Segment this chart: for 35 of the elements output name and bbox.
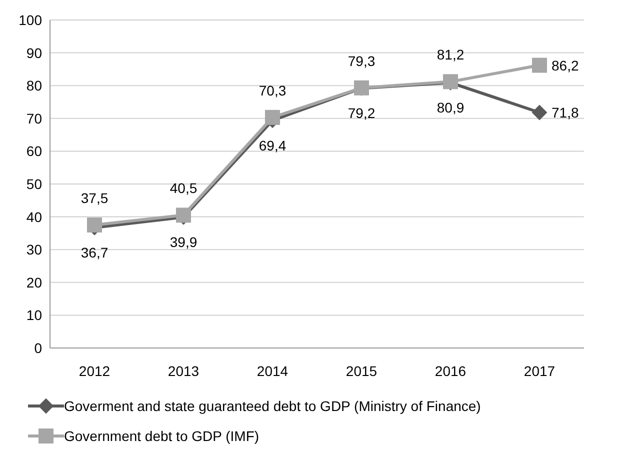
- y-tick-label: 60: [26, 143, 42, 160]
- data-label: 70,3: [258, 82, 286, 98]
- point: [265, 110, 280, 125]
- y-tick-label: 70: [26, 110, 42, 126]
- data-label: 40,5: [170, 180, 198, 196]
- data-label: 71,8: [552, 104, 579, 120]
- legend-label: Government debt to GDP (IMF): [64, 428, 260, 444]
- data-label: 86,2: [552, 57, 579, 74]
- point: [532, 58, 547, 73]
- y-tick-label: 0: [34, 340, 42, 356]
- y-tick-label: 90: [26, 44, 42, 61]
- y-tick-label: 30: [26, 242, 42, 258]
- y-tick-label: 100: [18, 12, 42, 28]
- data-label: 36,7: [80, 244, 108, 261]
- x-tick-label: 2013: [168, 362, 200, 379]
- data-label: 79,3: [348, 52, 376, 69]
- data-label: 80,9: [436, 100, 464, 116]
- point: [532, 104, 547, 120]
- data-label: 69,4: [258, 137, 286, 154]
- x-tick-label: 2017: [524, 362, 556, 379]
- x-tick-label: 2014: [256, 362, 288, 379]
- x-tick-label: 2015: [346, 362, 378, 379]
- y-tick-label: 40: [26, 208, 42, 225]
- data-label: 81,2: [436, 46, 464, 63]
- y-tick-label: 20: [26, 274, 42, 290]
- legend-label: Goverment and state guaranteed debt to GDP (Ministry of Finance): [64, 398, 481, 414]
- y-tick-label: 80: [26, 78, 42, 94]
- x-tick-label: 2016: [434, 362, 466, 379]
- x-tick-label: 2012: [78, 362, 110, 379]
- data-label: 79,2: [348, 105, 376, 122]
- y-tick-label: 50: [26, 176, 42, 192]
- point: [87, 218, 102, 232]
- y-tick-label: 10: [26, 307, 42, 324]
- data-label: 37,5: [80, 190, 108, 206]
- data-label: 39,9: [170, 234, 198, 250]
